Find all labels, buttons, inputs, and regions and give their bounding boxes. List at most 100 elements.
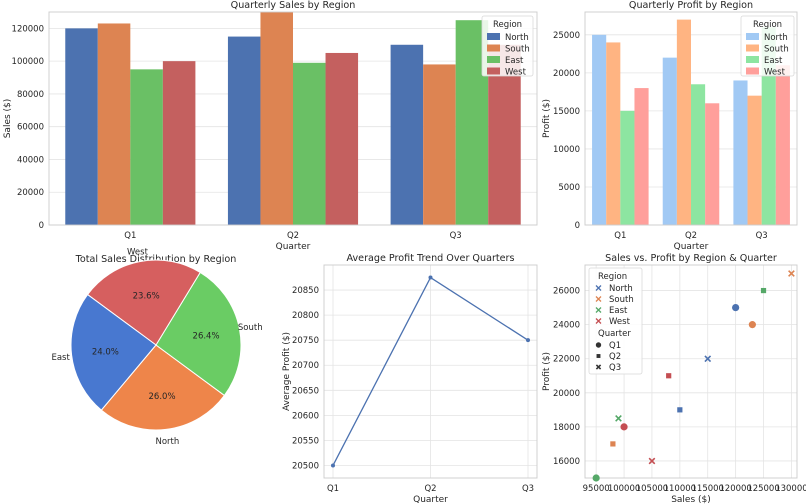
trend-chart-title: Average Profit Trend Over Quarters <box>346 253 514 264</box>
scatter-chart-legend-box <box>588 267 643 375</box>
scatter-chart-point <box>592 474 600 482</box>
scatter-chart-point <box>615 414 622 422</box>
scatter-chart-x-tick-label: 105000 <box>636 484 668 494</box>
sales-chart-y-tick-label: 60000 <box>17 123 44 133</box>
trend-chart-y-tick-label: 20700 <box>292 361 319 371</box>
sales-chart-bar <box>325 52 359 225</box>
sales-chart-y-tick-label: 80000 <box>17 90 44 100</box>
trend-chart-x-tick-label: Q2 <box>424 484 436 494</box>
scatter-chart-point <box>677 407 683 413</box>
sales-chart-legend-title: Region <box>493 20 522 30</box>
sales-chart-legend-label: South <box>505 45 530 55</box>
scatter-chart-x-tick-label: 125000 <box>747 484 779 494</box>
pie-chart-pct-label: 23.6% <box>133 291 160 301</box>
trend-chart-x-tick-label: Q3 <box>522 484 534 494</box>
scatter-chart-legend-marker <box>595 296 602 302</box>
profit-chart-bar <box>676 19 691 225</box>
profit-chart-bar <box>733 80 748 225</box>
pie-chart-pct-label: 26.0% <box>149 392 176 402</box>
profit-chart-legend-swatch <box>746 56 759 63</box>
scatter-chart-point <box>648 457 656 465</box>
sales-chart-y-tick-label: 0 <box>39 221 44 231</box>
sales-chart-legend-label: North <box>505 33 529 43</box>
scatter-chart-legend-marker <box>595 307 602 313</box>
profit-chart-bar <box>775 65 790 225</box>
profit-chart-bar <box>705 103 720 225</box>
profit-chart-bar <box>747 95 762 225</box>
trend-chart-y-tick-label: 20850 <box>292 286 319 296</box>
profit-chart-bar <box>662 57 677 226</box>
pie-chart-slice-north <box>100 344 226 431</box>
profit-chart-x-axis-label: Quarter <box>674 242 709 252</box>
sales-chart-y-tick-label: 100000 <box>12 57 44 67</box>
sales-chart-bar <box>227 36 261 226</box>
sales-chart-frame <box>48 11 538 226</box>
sales-chart-legend-label: West <box>505 68 527 78</box>
scatter-chart-y-tick-label: 20000 <box>553 389 580 399</box>
sales-chart-bar <box>423 64 456 225</box>
profit-chart-legend-swatch <box>746 67 759 75</box>
profit-chart-y-tick-label: 10000 <box>553 145 580 155</box>
scatter-chart-legend-marker <box>595 318 602 324</box>
sales-chart-legend-swatch <box>487 33 500 40</box>
scatter-chart-point <box>704 355 712 363</box>
scatter-chart-x-tick-label: 120000 <box>719 484 751 494</box>
scatter-chart-legend-label: North <box>609 284 633 294</box>
trend-chart-y-tick-label: 20750 <box>292 336 319 346</box>
profit-chart-y-tick-label: 0 <box>575 221 580 231</box>
sales-chart-legend-swatch <box>487 44 500 52</box>
scatter-chart-point <box>732 304 740 312</box>
sales-chart-x-tick-label: Q3 <box>450 231 462 241</box>
scatter-chart-point <box>666 373 672 379</box>
scatter-chart-legend-label: Q3 <box>609 363 621 373</box>
profit-chart-y-tick-label: 15000 <box>553 107 580 117</box>
pie-chart-region-label: South <box>238 323 263 333</box>
profit-chart-bar <box>620 110 635 225</box>
scatter-chart-x-tick-label: 130000 <box>775 484 806 494</box>
sales-chart-bar <box>293 62 326 225</box>
scatter-chart-x-tick-label: 95000 <box>583 484 610 494</box>
pie-chart-pct-label: 24.0% <box>92 348 119 358</box>
profit-chart-legend-label: North <box>764 33 788 43</box>
sales-chart-legend-label: East <box>505 56 524 66</box>
scatter-chart-legend-label: Q2 <box>609 352 621 362</box>
scatter-chart-point <box>620 423 628 431</box>
profit-chart-bar <box>592 34 607 226</box>
sales-chart-bar <box>130 69 163 225</box>
sales-chart-y-tick-label: 120000 <box>12 24 44 34</box>
scatter-chart-x-tick-label: 110000 <box>664 484 696 494</box>
profit-chart-bar <box>634 88 649 225</box>
scatter-chart-point <box>748 321 756 329</box>
sales-chart-title: Quarterly Sales by Region <box>231 0 356 11</box>
profit-chart-legend-swatch <box>746 44 759 52</box>
scatter-chart-legend-marker <box>595 342 602 348</box>
scatter-chart-x-tick-label: 100000 <box>608 484 640 494</box>
sales-chart-legend-swatch <box>487 67 500 75</box>
scatter-chart-x-tick-label: 115000 <box>692 484 724 494</box>
trend-chart-point <box>428 275 433 280</box>
profit-chart-legend-swatch <box>746 33 759 40</box>
profit-chart-legend-label: South <box>764 45 789 55</box>
sales-chart-x-tick-label: Q2 <box>287 231 299 241</box>
pie-chart-region-label: East <box>51 353 70 363</box>
profit-chart-bar <box>761 27 776 226</box>
scatter-chart-y-tick-label: 22000 <box>553 355 580 365</box>
trend-chart-y-tick-label: 20500 <box>292 461 319 471</box>
sales-chart-x-tick-label: Q1 <box>124 231 136 241</box>
pie-chart-slice-west <box>86 259 201 346</box>
scatter-chart-y-tick-label: 16000 <box>553 457 580 467</box>
scatter-chart-point <box>788 270 795 277</box>
trend-chart-point <box>526 338 530 343</box>
sales-chart-y-axis-label: Sales ($) <box>3 99 13 139</box>
profit-chart-y-tick-label: 20000 <box>553 69 580 79</box>
sales-chart-bar <box>97 23 131 225</box>
scatter-chart-y-tick-label: 18000 <box>553 423 580 433</box>
profit-chart-y-tick-label: 25000 <box>553 31 580 41</box>
profit-chart-legend-label: East <box>764 56 783 66</box>
scatter-chart-point <box>610 441 616 447</box>
scatter-chart-frame <box>584 264 798 479</box>
scatter-chart-legend-label: West <box>609 317 631 327</box>
pie-chart-pct-label: 26.4% <box>193 332 220 342</box>
pie-chart-slice-south <box>155 271 242 397</box>
